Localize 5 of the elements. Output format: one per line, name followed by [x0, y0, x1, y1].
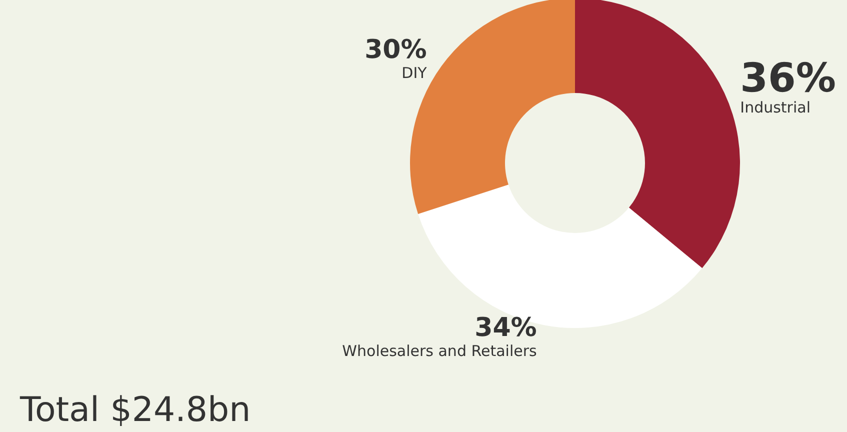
- data-label: 30%: [364, 34, 427, 65]
- slice-label: Wholesalers and Retailers: [342, 342, 538, 360]
- slice-label: DIY: [402, 64, 428, 82]
- text: Total $24.8bn: [19, 390, 251, 430]
- data-label: 34%: [474, 312, 537, 343]
